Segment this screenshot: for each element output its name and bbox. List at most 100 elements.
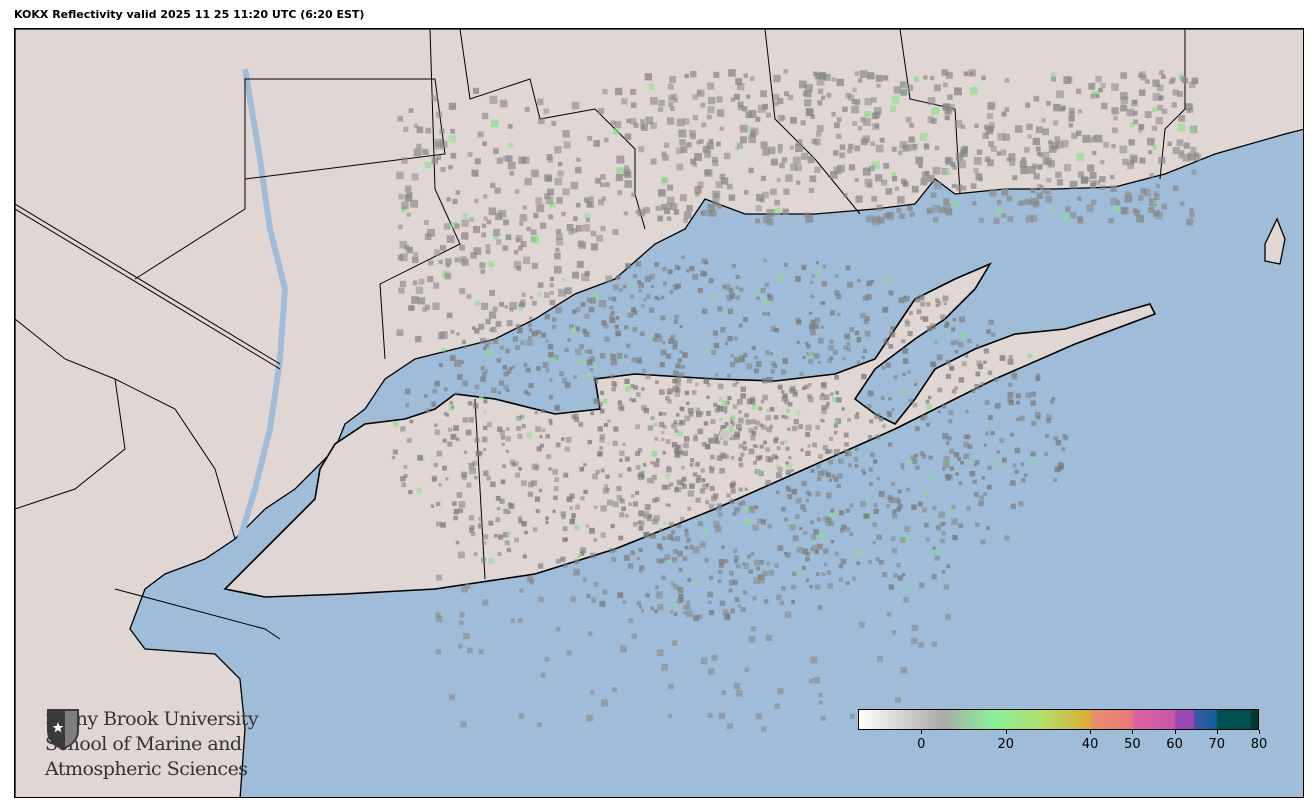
radar-echo	[589, 368, 594, 372]
radar-echo	[692, 114, 698, 121]
radar-echo	[509, 459, 516, 465]
radar-echo	[590, 411, 595, 416]
radar-echo	[549, 276, 555, 282]
radar-echo	[590, 690, 595, 695]
radar-echo	[1053, 103, 1061, 112]
radar-echo	[584, 349, 588, 354]
radar-echo	[994, 402, 1001, 409]
radar-echo	[996, 450, 1000, 454]
radar-echo	[808, 351, 813, 356]
radar-echo	[538, 488, 543, 493]
radar-echo	[459, 288, 466, 295]
radar-echo	[699, 541, 706, 548]
radar-echo	[435, 501, 441, 507]
radar-echo	[1054, 136, 1061, 142]
radar-echo	[448, 135, 456, 143]
radar-echo	[503, 371, 509, 377]
colorbar-tick-label: 40	[1081, 737, 1099, 752]
radar-echo	[573, 374, 578, 379]
radar-echo	[508, 503, 515, 509]
radar-echo	[433, 462, 438, 468]
radar-echo	[685, 269, 690, 273]
radar-echo	[620, 645, 627, 653]
radar-echo	[685, 600, 691, 605]
radar-echo	[523, 390, 528, 395]
radar-echo	[523, 256, 531, 264]
radar-echo	[740, 606, 746, 613]
radar-echo	[1035, 146, 1041, 152]
radar-echo	[710, 419, 716, 425]
radar-echo	[816, 131, 822, 137]
radar-echo	[727, 396, 732, 401]
radar-echo	[729, 361, 736, 368]
radar-echo	[740, 386, 746, 392]
radar-echo	[859, 312, 866, 319]
radar-echo	[670, 581, 676, 586]
radar-echo	[579, 466, 585, 472]
radar-echo	[943, 203, 951, 211]
radar-echo	[474, 198, 479, 204]
radar-echo	[740, 136, 747, 144]
radar-echo	[729, 579, 735, 586]
radar-echo	[545, 339, 549, 343]
radar-echo	[960, 332, 965, 338]
radar-echo	[498, 534, 504, 540]
radar-echo	[716, 109, 725, 117]
radar-echo	[595, 469, 600, 475]
radar-echo	[1004, 535, 1010, 541]
radar-echo	[433, 282, 440, 289]
radar-echo	[703, 528, 709, 535]
radar-echo	[934, 547, 941, 554]
radar-echo	[979, 495, 984, 500]
radar-echo	[571, 101, 580, 110]
radar-echo	[526, 575, 533, 582]
radar-echo	[502, 464, 506, 469]
radar-echo	[637, 473, 642, 477]
radar-echo	[764, 299, 770, 306]
radar-echo	[540, 222, 547, 229]
radar-echo	[845, 265, 851, 271]
radar-echo	[697, 520, 704, 527]
radar-echo	[1180, 76, 1186, 82]
radar-echo	[446, 312, 453, 319]
radar-echo	[398, 287, 405, 294]
radar-echo	[953, 339, 959, 345]
radar-echo	[668, 521, 674, 528]
radar-echo	[776, 445, 781, 451]
radar-echo	[622, 442, 626, 447]
radar-echo	[497, 426, 503, 432]
radar-echo	[480, 376, 487, 383]
radar-map[interactable]: Stony Brook University School of Marine …	[14, 28, 1304, 798]
radar-echo	[734, 559, 738, 564]
radar-echo	[520, 340, 525, 346]
radar-echo	[769, 424, 774, 429]
radar-echo	[652, 337, 658, 342]
radar-echo	[755, 455, 761, 461]
radar-echo	[483, 447, 487, 451]
radar-echo	[538, 596, 544, 603]
radar-echo	[463, 633, 470, 640]
radar-echo	[503, 155, 509, 162]
radar-echo	[651, 451, 658, 457]
radar-echo	[829, 512, 835, 518]
radar-echo	[616, 167, 623, 174]
radar-echo	[551, 317, 557, 322]
radar-echo	[546, 154, 553, 160]
radar-echo	[610, 311, 615, 315]
radar-echo	[593, 398, 600, 405]
radar-echo	[750, 552, 755, 556]
radar-echo	[831, 77, 836, 82]
radar-echo	[690, 458, 695, 463]
radar-echo	[708, 138, 714, 144]
radar-echo	[829, 339, 834, 344]
radar-echo	[1008, 355, 1013, 359]
radar-echo	[816, 517, 821, 522]
radar-echo	[544, 193, 551, 200]
radar-echo	[673, 448, 679, 453]
radar-echo	[833, 423, 838, 428]
radar-echo	[679, 139, 686, 146]
radar-echo	[1099, 176, 1106, 183]
radar-echo	[940, 522, 945, 527]
radar-echo	[1182, 154, 1190, 162]
radar-echo	[830, 539, 835, 544]
